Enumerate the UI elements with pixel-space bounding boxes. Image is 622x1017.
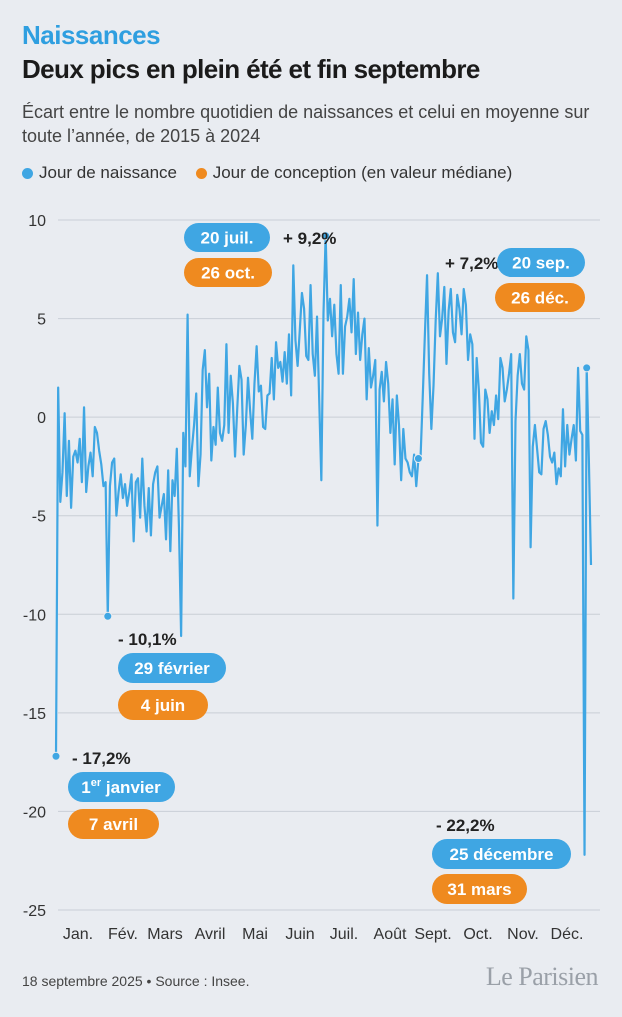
legend-label-conception: Jour de conception (en valeur médiane) (212, 163, 513, 182)
x-tick-label: Juin (285, 926, 314, 943)
annotation-jul-conception-label: 26 oct. (201, 264, 255, 283)
peak-marker-jul (321, 231, 331, 241)
annotation-feb-birth-pill (118, 653, 226, 683)
annotation-sep-birth-label: 20 sep. (512, 254, 570, 273)
x-tick-label: Fév. (108, 926, 138, 943)
y-tick-label: -5 (32, 509, 46, 526)
annotation-dec-conception-label: 31 mars (447, 880, 511, 899)
x-tick-label: Mai (242, 926, 268, 943)
y-tick-label: -15 (23, 706, 46, 723)
x-tick-label: Oct. (463, 926, 492, 943)
peak-marker-sep (413, 454, 423, 464)
y-tick-label: -10 (23, 607, 46, 624)
x-tick-label: Déc. (551, 926, 584, 943)
annotation-dec-value: - 22,2% (436, 816, 495, 835)
annotation-dec-conception-pill (432, 874, 527, 904)
legend-item-birth: Jour de naissance (22, 163, 177, 183)
annotation-sep-value: + 7,2% (445, 254, 498, 273)
annotation-sep-conception-pill (495, 283, 585, 312)
x-tick-label: Jan. (63, 926, 93, 943)
y-tick-label: 10 (28, 213, 46, 230)
legend-dot-conception (195, 167, 207, 179)
annotation-jan-value: - 17,2% (72, 749, 131, 768)
annotation-feb-birth-label: 29 février (134, 659, 210, 678)
x-tick-label: Nov. (507, 926, 539, 943)
annotation-jul-birth-pill (184, 223, 270, 252)
annotation-jan-birth-pill (68, 772, 175, 802)
chart-svg: 10 5 0 -5 -10 -15 -20 -25 Jan. Fév. Mars Avril Mai Ju… (23, 213, 600, 943)
legend-dot-birth (22, 167, 33, 179)
x-tick-label: Mars (147, 926, 183, 943)
chart-subtitle: Écart entre le nombre quotidien de naiss… (22, 102, 590, 146)
kicker-title: Naissances (22, 20, 161, 50)
peak-marker-jan (51, 751, 61, 761)
annotation-jul-conception-pill (184, 258, 272, 287)
annotation-jan-conception-pill (68, 809, 159, 839)
annotation-jan-conception-label: 7 avril (89, 815, 138, 834)
annotation-jan-birth-label: 1er janvier (81, 777, 161, 797)
annotation-sep-conception-label: 26 déc. (511, 289, 569, 308)
annotation-dec-birth-pill (432, 839, 571, 869)
brand-logo: Le Parisien (485, 962, 599, 991)
annotation-feb-conception-label: 4 juin (141, 696, 185, 715)
annotation-feb-value: - 10,1% (118, 630, 177, 649)
footer-source: 18 septembre 2025 • Source : Insee. (22, 973, 250, 989)
y-tick-label: 5 (37, 312, 46, 329)
x-tick-label: Avril (195, 926, 226, 943)
annotation-sep-birth-pill (497, 248, 585, 277)
y-tick-label: -20 (23, 804, 46, 821)
x-tick-label: Août (374, 926, 407, 943)
legend-label-birth: Jour de naissance (39, 163, 177, 182)
peak-marker-feb (103, 611, 113, 621)
legend: Jour de naissance Jour de conception (en… (22, 163, 526, 184)
x-tick-label: Sept. (414, 926, 451, 943)
y-tick-label: -25 (23, 903, 46, 920)
annotation-dec-birth-label: 25 décembre (450, 845, 554, 864)
peak-marker-dec (582, 363, 592, 373)
chart-title: Deux pics en plein été et fin septembre (22, 54, 480, 84)
annotation-jul-birth-label: 20 juil. (201, 229, 254, 248)
y-tick-label: 0 (37, 410, 46, 427)
birth-series-line (54, 234, 593, 856)
x-tick-label: Juil. (330, 926, 358, 943)
annotation-jul-value: + 9,2% (283, 229, 336, 248)
annotation-feb-conception-pill (118, 690, 208, 720)
legend-item-conception: Jour de conception (en valeur médiane) (195, 163, 513, 183)
